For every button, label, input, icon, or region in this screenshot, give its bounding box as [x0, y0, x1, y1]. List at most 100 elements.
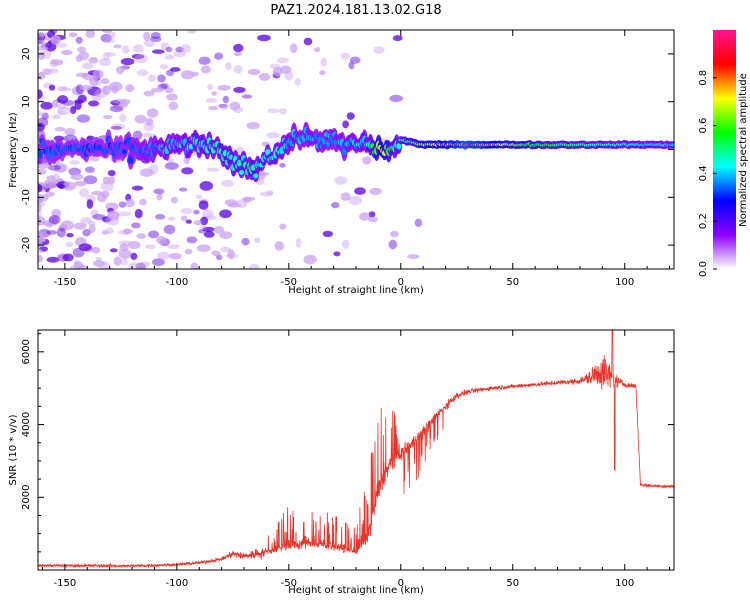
- spectrogram-cell: [88, 223, 96, 234]
- spectrogram-cell: [131, 222, 141, 229]
- spectrogram-cell: [79, 187, 89, 198]
- spectrogram-cell: [75, 36, 83, 44]
- spectrogram-x-tick-label: 50: [506, 277, 519, 288]
- spectrogram-cell: [342, 120, 349, 129]
- spectrogram-cell: [91, 246, 101, 254]
- spectrogram-cell: [341, 239, 350, 249]
- spectrogram-cell: [105, 227, 114, 235]
- spectrogram-cell: [175, 46, 184, 53]
- spectrogram-cell: [73, 222, 87, 230]
- spectrogram-cell: [276, 57, 289, 64]
- spectrogram-cell: [131, 53, 145, 60]
- spectrogram-cell: [112, 98, 126, 104]
- spectrogram-cell: [108, 210, 120, 221]
- spectrogram-cell: [303, 254, 317, 265]
- spectrogram-cell: [127, 241, 141, 249]
- spectrogram-cell: [57, 110, 64, 115]
- snr-series: [38, 330, 674, 569]
- spectrogram-y-tick-label: -10: [21, 189, 32, 205]
- spectrogram-cell: [54, 163, 68, 173]
- snr-x-tick-label: 100: [615, 578, 634, 589]
- spectrogram-cell: [156, 193, 163, 201]
- spectrogram-cell: [195, 194, 203, 200]
- spectrogram-cell: [348, 61, 355, 70]
- spectrogram-cell: [284, 70, 294, 81]
- spectrogram-cell: [38, 248, 44, 254]
- spectrogram-cell: [50, 35, 61, 45]
- spectrogram-cell: [198, 229, 205, 234]
- colorbar-bar: [713, 30, 736, 269]
- spectrogram-cell: [180, 207, 193, 215]
- spectrogram-cell: [144, 244, 156, 250]
- spectrogram-cell: [229, 101, 241, 111]
- spectrogram-cell: [173, 50, 186, 58]
- spectrogram-cell: [211, 250, 221, 257]
- spectrogram-cell: [157, 74, 166, 83]
- spectrogram-cell: [241, 237, 250, 246]
- spectrogram-cell: [220, 246, 232, 253]
- spectrogram-cell: [119, 113, 127, 123]
- spectrogram-cell: [102, 30, 112, 34]
- spectrogram-cell: [38, 51, 45, 60]
- spectrogram-cell: [140, 261, 151, 267]
- spectrogram-cell: [272, 66, 283, 77]
- spectrogram-cell: [279, 223, 287, 230]
- spectrogram-cell: [85, 30, 96, 39]
- spectrogram-cell: [167, 244, 180, 250]
- snr-y-tick-label: 6000: [21, 339, 32, 364]
- spectrogram-cell: [164, 54, 175, 60]
- spectrogram-cell: [257, 170, 266, 180]
- spectrogram-cell: [147, 230, 160, 239]
- spectrogram-cell: [80, 216, 92, 225]
- spectrogram-cell: [274, 241, 285, 251]
- spectrogram-cell: [70, 173, 84, 181]
- spectrogram-cell: [139, 198, 147, 206]
- spectrogram-cell: [100, 78, 110, 85]
- spectrogram-cell: [368, 211, 376, 218]
- spectrogram-cell: [62, 253, 74, 262]
- spectrogram-cell: [47, 164, 61, 171]
- spectrogram-cell: [144, 39, 155, 47]
- spectrogram-cell: [105, 52, 116, 57]
- spectrogram-cell: [266, 190, 274, 196]
- spectrogram-cell: [59, 87, 72, 92]
- spectrogram-cell: [139, 168, 154, 177]
- spectrogram-cell: [279, 162, 286, 168]
- spectrogram-cell: [185, 219, 192, 224]
- snr-panel: -150 -100 -50 0 50 100 2000 4000 6000 Height of …: [8, 329, 675, 596]
- spectrogram-cell: [111, 85, 119, 94]
- spectrogram-cell: [320, 57, 328, 67]
- spectrogram-cell: [199, 181, 213, 191]
- spectrogram-cell: [241, 94, 253, 99]
- spectrogram-cell: [69, 264, 83, 269]
- spectrogram-cell: [242, 197, 252, 203]
- spectrogram-cell: [203, 230, 215, 238]
- spectrogram-cell: [313, 47, 321, 53]
- spectrogram-cell: [216, 254, 223, 261]
- spectrogram-cell: [125, 198, 135, 208]
- spectrogram-cell: [102, 51, 111, 61]
- spectrogram-cell: [73, 261, 84, 269]
- spectrogram-cell: [227, 249, 235, 260]
- chart-title: PAZ1.2024.181.13.02.G18: [270, 3, 441, 18]
- spectrogram-cell: [159, 64, 169, 70]
- spectrogram-cell: [224, 199, 238, 206]
- spectrogram-x-tick-label: -100: [165, 277, 188, 288]
- spectrogram-cell: [322, 230, 334, 238]
- spectrogram-cell: [136, 233, 146, 239]
- spectrogram-x-tick-label: 100: [615, 277, 634, 288]
- spectrogram-cell: [57, 106, 71, 116]
- spectrogram-cell: [132, 130, 143, 141]
- spectrogram-cell: [38, 168, 47, 175]
- spectrogram-cell: [91, 190, 103, 196]
- spectrogram-cell: [116, 66, 125, 75]
- spectrogram-cell: [396, 143, 402, 150]
- spectrogram-cell: [118, 201, 127, 208]
- snr-x-label: Height of straight line (km): [288, 585, 424, 596]
- spectrogram-cell: [160, 42, 170, 51]
- spectrogram-y-tick-label: -20: [21, 237, 32, 253]
- spectrogram-cell: [373, 46, 385, 54]
- spectrogram-cell: [98, 58, 112, 66]
- spectrogram-cell: [100, 33, 112, 43]
- spectrogram-cell: [56, 42, 68, 48]
